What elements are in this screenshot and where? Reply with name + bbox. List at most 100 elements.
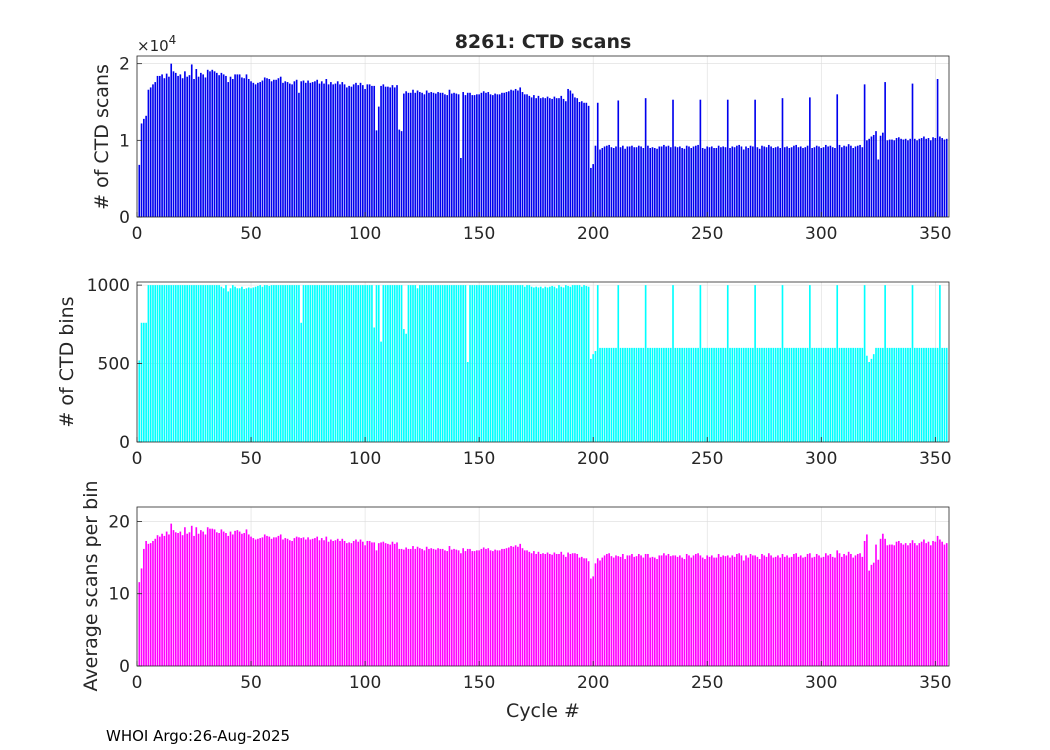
bar-bins — [904, 347, 907, 442]
bar-bins — [266, 285, 268, 442]
bar-bins — [476, 285, 478, 442]
bar-bins — [507, 285, 510, 442]
bar-avg — [640, 555, 642, 666]
bar-bins — [190, 285, 193, 442]
bar-scans — [599, 149, 601, 217]
bar-scans — [396, 85, 398, 217]
bar-avg — [282, 539, 284, 666]
bar-bins — [569, 286, 572, 442]
bar-avg — [779, 557, 782, 666]
bar-bins — [868, 362, 870, 442]
bar-avg — [642, 557, 645, 666]
bar-avg — [619, 556, 622, 666]
bar-scans — [845, 146, 848, 217]
bar-bins — [158, 285, 161, 442]
bar-scans — [247, 79, 250, 217]
bar-bins — [699, 285, 702, 442]
bar-avg — [585, 558, 588, 666]
bar-scans — [544, 98, 547, 217]
bar-bins — [311, 285, 314, 442]
bar-scans — [147, 89, 150, 217]
bar-scans — [747, 148, 750, 217]
bar-avg — [279, 534, 282, 666]
bar-avg — [722, 555, 725, 666]
bar-scans — [720, 147, 722, 217]
bar-avg — [245, 529, 248, 666]
x-tick-label-avg: 350 — [919, 673, 951, 693]
bar-avg — [875, 544, 877, 666]
bar-bins — [886, 347, 889, 442]
bar-scans — [911, 83, 914, 217]
bar-avg — [729, 557, 731, 666]
bar-avg — [266, 535, 268, 666]
bar-scans — [430, 92, 433, 217]
bar-avg — [599, 560, 601, 666]
bar-bins — [393, 285, 396, 442]
bar-avg — [831, 556, 834, 666]
bar-avg — [350, 543, 353, 666]
bar-avg — [464, 551, 467, 666]
y-axis-label-scans: # of CTD scans — [91, 64, 113, 210]
bar-avg — [802, 557, 804, 666]
bar-scans — [177, 75, 179, 218]
bar-bins — [574, 285, 576, 442]
bar-scans — [710, 146, 713, 217]
bar-avg — [184, 527, 186, 666]
bar-scans — [939, 136, 941, 217]
bar-bins — [193, 285, 195, 442]
bar-avg — [371, 542, 373, 666]
bar-avg — [539, 553, 542, 666]
bar-bins — [802, 347, 804, 442]
bar-scans — [469, 92, 471, 217]
bar-bins — [845, 347, 848, 442]
bar-avg — [615, 555, 617, 666]
bar-bins — [188, 285, 191, 442]
bar-bins — [660, 347, 663, 442]
bar-avg — [583, 558, 585, 666]
bar-bins — [145, 322, 147, 442]
bar-bins — [742, 347, 745, 442]
bar-avg — [514, 545, 517, 666]
bar-bins — [494, 285, 496, 442]
bar-avg — [704, 559, 706, 666]
bar-bins — [245, 288, 248, 442]
bar-bins — [667, 347, 670, 442]
bar-bins — [414, 285, 417, 442]
bar-avg — [302, 537, 305, 666]
bar-scans — [904, 138, 907, 217]
bar-scans — [503, 92, 506, 217]
bar-avg — [571, 553, 574, 666]
bar-scans — [143, 118, 145, 217]
bar-scans — [701, 148, 704, 217]
bar-scans — [450, 93, 453, 217]
bar-scans — [818, 146, 820, 217]
bar-avg — [941, 541, 943, 666]
bar-scans — [471, 95, 474, 217]
bar-avg — [152, 540, 154, 666]
bar-scans — [827, 146, 829, 217]
bar-scans — [339, 84, 341, 218]
bar-avg — [190, 525, 193, 666]
bar-avg — [460, 553, 462, 666]
bar-avg — [181, 535, 184, 666]
bar-bins — [462, 285, 464, 442]
bar-bins — [783, 347, 786, 442]
bar-avg — [231, 534, 234, 666]
bar-avg — [200, 530, 202, 666]
bar-bins — [300, 322, 303, 442]
bar-bins — [941, 347, 943, 442]
bar-scans — [414, 92, 417, 217]
bar-scans — [366, 84, 369, 218]
bar-avg — [590, 578, 592, 666]
bars-bins — [138, 285, 948, 442]
bar-bins — [676, 347, 679, 442]
bar-scans — [384, 86, 387, 217]
bar-scans — [704, 148, 706, 217]
bar-scans — [539, 98, 542, 217]
bar-bins — [348, 285, 350, 442]
bar-scans — [879, 135, 882, 217]
bar-scans — [421, 92, 423, 217]
bar-scans — [200, 72, 202, 218]
bar-scans — [736, 145, 738, 217]
bar-bins — [797, 347, 800, 442]
